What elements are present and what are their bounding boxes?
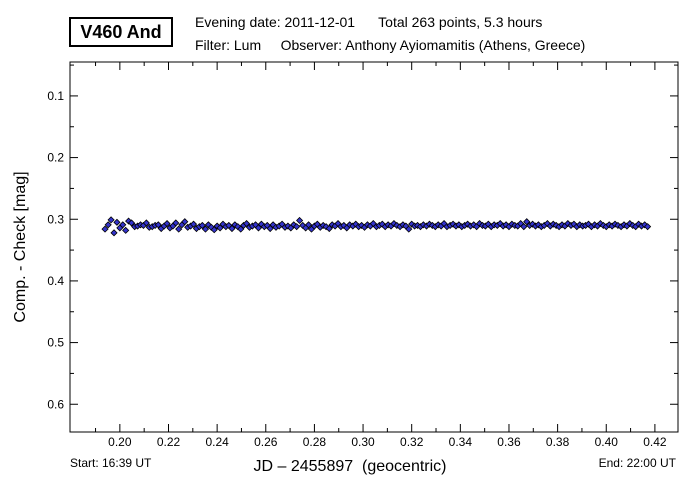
data-point	[296, 216, 304, 225]
data-point	[101, 225, 109, 233]
plot-frame	[69, 61, 679, 433]
data-point	[237, 225, 245, 233]
data-point	[127, 219, 136, 227]
x-tick-label: 0.36	[497, 435, 521, 449]
x-tick-label: 0.32	[400, 435, 424, 449]
data-point	[216, 224, 224, 232]
x-tick-label: 0.22	[157, 435, 181, 449]
x-tick-label: 0.26	[254, 435, 278, 449]
data-point	[520, 223, 528, 231]
x-tick-label: 0.20	[108, 435, 132, 449]
star-name: V460 And	[80, 21, 162, 42]
data-point	[142, 219, 150, 227]
y-axis-label: Comp. - Check [mag]	[12, 171, 29, 323]
x-tick-label: 0.28	[303, 435, 327, 449]
x-tick-label: 0.34	[449, 435, 473, 449]
x-tick-label: 0.30	[351, 435, 375, 449]
x-tick-label: 0.38	[546, 435, 570, 449]
y-tick-label: 0.4	[47, 274, 64, 288]
y-tick-label: 0.3	[47, 212, 64, 226]
data-point	[181, 218, 189, 226]
data-point	[523, 218, 531, 226]
data-point	[293, 223, 301, 231]
data-point	[107, 216, 115, 224]
data-point	[228, 224, 236, 233]
data-point	[172, 219, 180, 227]
y-tick-label: 0.5	[47, 336, 64, 350]
x-tick-label: 0.40	[595, 435, 619, 449]
y-tick-label: 0.6	[47, 397, 64, 411]
data-point	[325, 224, 333, 233]
data-point	[242, 220, 251, 228]
observation-details: Filter: Lum Observer: Anthony Ayiomamiti…	[195, 37, 586, 53]
data-point	[104, 221, 112, 229]
data-point	[154, 221, 162, 229]
x-tick-label: 0.42	[643, 435, 667, 449]
data-point	[266, 224, 274, 233]
data-point	[201, 225, 210, 233]
data-point	[163, 220, 171, 228]
start-time: Start: 16:39 UT	[70, 456, 152, 470]
x-tick-label: 0.24	[205, 435, 229, 449]
data-point	[122, 226, 130, 234]
data-point	[644, 223, 652, 231]
y-tick-label: 0.1	[47, 89, 64, 103]
data-point	[305, 221, 313, 229]
data-point	[113, 218, 121, 226]
y-tick-label: 0.2	[47, 151, 64, 165]
observation-summary: Evening date: 2011-12-01 Total 263 point…	[195, 14, 543, 30]
data-point	[198, 221, 206, 229]
data-point	[110, 229, 118, 237]
data-point	[210, 226, 218, 234]
data-point	[254, 224, 263, 232]
data-point	[119, 221, 127, 229]
x-axis-label: JD – 2455897 (geocentric)	[253, 458, 447, 475]
star-name-box: V460 And	[69, 17, 173, 47]
data-point	[189, 220, 198, 228]
data-point	[405, 225, 413, 233]
end-time: End: 22:00 UT	[598, 456, 676, 470]
data-point	[175, 225, 183, 233]
